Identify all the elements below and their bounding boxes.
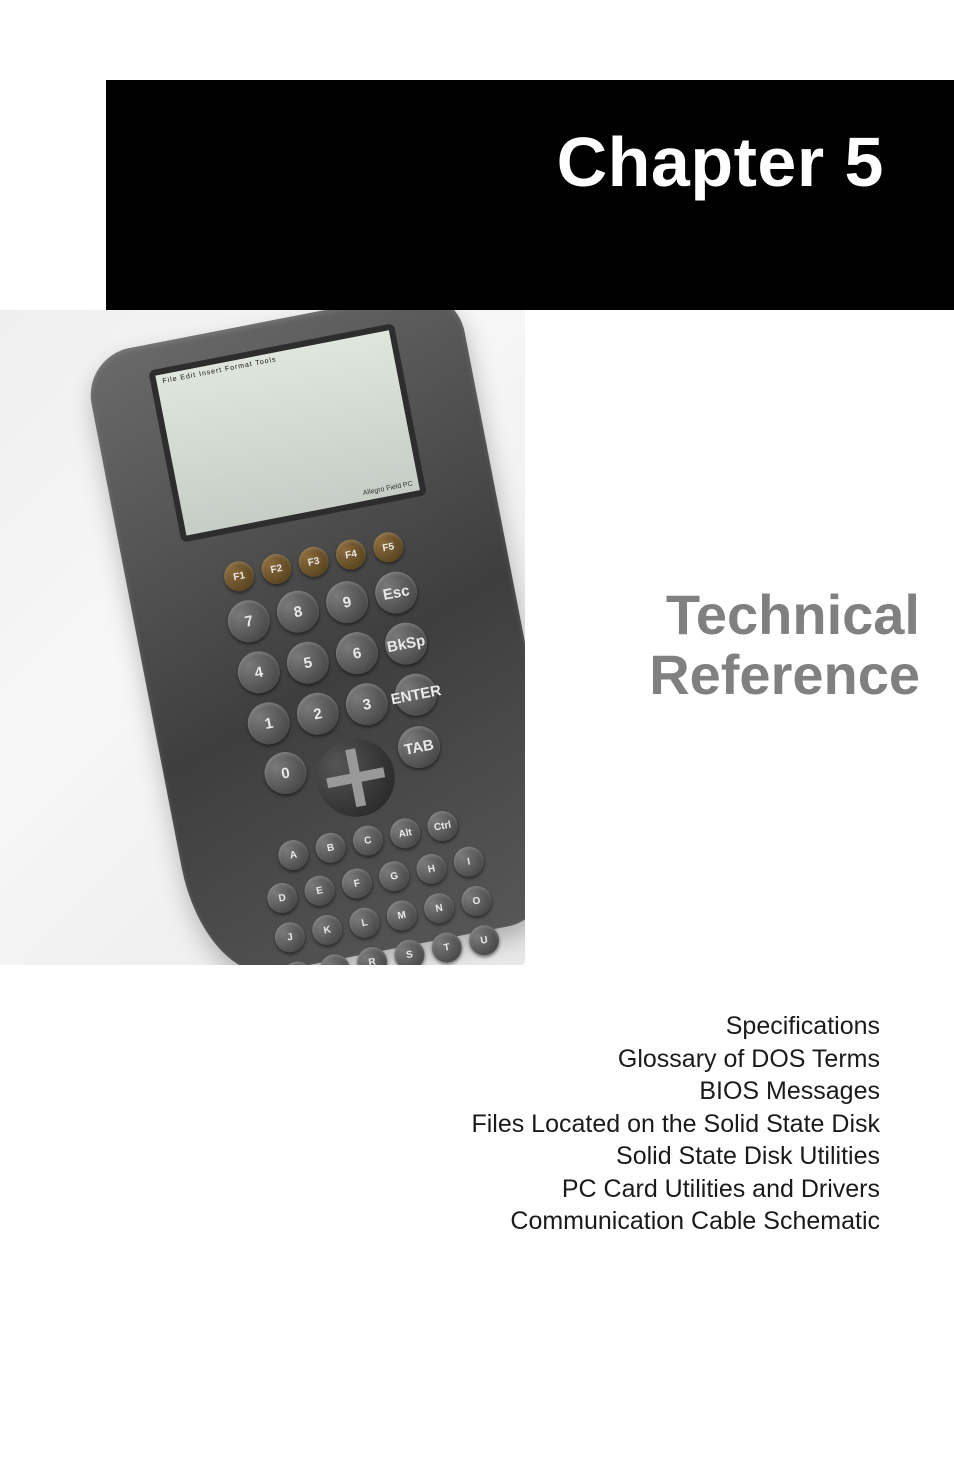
device-tab-key: TAB bbox=[394, 722, 443, 771]
device-esc-key: Esc bbox=[372, 568, 421, 617]
device-alpha-key: B bbox=[313, 830, 348, 865]
device-alpha-key: N bbox=[422, 891, 457, 926]
device-num-key: 1 bbox=[244, 699, 293, 748]
device-fn-key: F5 bbox=[371, 530, 406, 565]
chapter-banner: Chapter 5 bbox=[106, 80, 954, 310]
device-num-key: 5 bbox=[283, 638, 332, 687]
device-dpad bbox=[310, 732, 401, 823]
device-num-key: 7 bbox=[224, 597, 273, 646]
device-screen-brand: Allegro Field PC bbox=[362, 481, 413, 498]
device-mod-key: Alt bbox=[388, 816, 423, 851]
handheld-device-illustration: File Edit Insert Format Tools Allegro Fi… bbox=[82, 310, 525, 965]
device-fn-key: F2 bbox=[259, 551, 294, 586]
device-alpha-key: J bbox=[272, 920, 307, 955]
device-alpha-key: O bbox=[459, 883, 494, 918]
toc-item: Glossary of DOS Terms bbox=[300, 1043, 880, 1076]
device-alpha-key: L bbox=[347, 905, 382, 940]
device-num-key: 0 bbox=[261, 748, 310, 797]
toc-item: BIOS Messages bbox=[300, 1075, 880, 1108]
section-title: Technical Reference bbox=[540, 585, 920, 706]
chapter-banner-label: Chapter 5 bbox=[557, 122, 884, 202]
device-alpha-key: M bbox=[384, 898, 419, 933]
device-alpha-key: K bbox=[310, 912, 345, 947]
device-fn-key: F4 bbox=[333, 537, 368, 572]
device-num-key: 9 bbox=[322, 578, 371, 627]
page: Chapter 5 File Edit Insert Format Tools … bbox=[0, 0, 954, 1475]
device-enter-key: ENTER bbox=[391, 670, 440, 719]
section-title-line2: Reference bbox=[540, 645, 920, 705]
device-alpha-key: E bbox=[302, 873, 337, 908]
toc-item: Solid State Disk Utilities bbox=[300, 1140, 880, 1173]
device-alpha-key: C bbox=[350, 823, 385, 858]
device-alpha-key: U bbox=[466, 923, 501, 958]
device-alpha-key: D bbox=[265, 880, 300, 915]
toc-item: Specifications bbox=[300, 1010, 880, 1043]
toc-item: PC Card Utilities and Drivers bbox=[300, 1173, 880, 1206]
device-alpha-key: F bbox=[339, 866, 374, 901]
chapter-contents-list: Specifications Glossary of DOS Terms BIO… bbox=[300, 1010, 880, 1238]
device-alpha-key: T bbox=[429, 930, 464, 965]
device-alpha-key: I bbox=[451, 844, 486, 879]
hero-panel: File Edit Insert Format Tools Allegro Fi… bbox=[0, 310, 525, 965]
device-alpha-key: A bbox=[276, 837, 311, 872]
device-num-key: 3 bbox=[342, 680, 391, 729]
device-num-key: 8 bbox=[273, 587, 322, 636]
toc-item: Files Located on the Solid State Disk bbox=[300, 1108, 880, 1141]
device-num-key: 2 bbox=[293, 689, 342, 738]
device-fn-key: F3 bbox=[296, 544, 331, 579]
section-title-line1: Technical bbox=[540, 585, 920, 645]
device-num-key: 4 bbox=[234, 648, 283, 697]
device-alpha-key: S bbox=[392, 937, 427, 965]
device-fn-key: F1 bbox=[222, 559, 257, 594]
device-bksp-key: BkSp bbox=[381, 619, 430, 668]
toc-item: Communication Cable Schematic bbox=[300, 1205, 880, 1238]
device-num-key: 6 bbox=[332, 629, 381, 678]
device-mod-key: Ctrl bbox=[425, 808, 460, 843]
device-alpha-key: H bbox=[414, 851, 449, 886]
device-alpha-key: G bbox=[377, 859, 412, 894]
